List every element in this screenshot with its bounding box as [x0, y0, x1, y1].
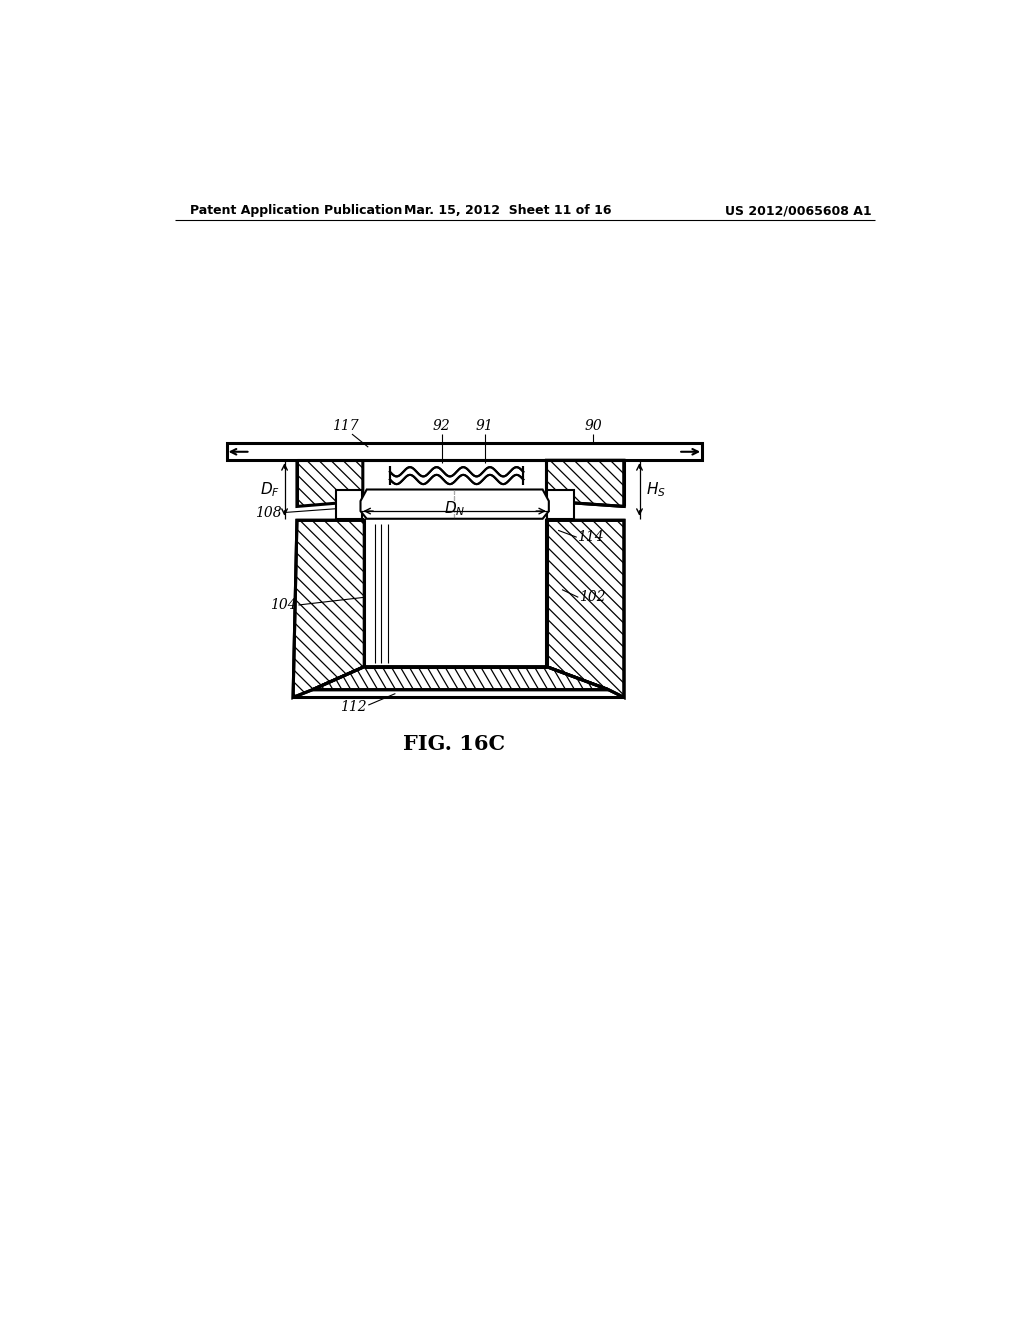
Polygon shape [336, 490, 362, 519]
Polygon shape [365, 520, 547, 667]
Text: 91: 91 [475, 420, 494, 433]
Polygon shape [227, 444, 701, 461]
Text: $D_F$: $D_F$ [260, 480, 280, 499]
Text: Mar. 15, 2012  Sheet 11 of 16: Mar. 15, 2012 Sheet 11 of 16 [404, 205, 611, 218]
Polygon shape [293, 520, 365, 697]
Polygon shape [547, 520, 624, 697]
Text: 114: 114 [578, 531, 604, 544]
Text: US 2012/0065608 A1: US 2012/0065608 A1 [725, 205, 872, 218]
Text: $H_S$: $H_S$ [646, 480, 666, 499]
Text: 108: 108 [255, 506, 282, 520]
Polygon shape [547, 461, 624, 507]
Text: Patent Application Publication: Patent Application Publication [190, 205, 402, 218]
Text: $D_N$: $D_N$ [443, 499, 465, 519]
Text: 92: 92 [433, 420, 451, 433]
Polygon shape [360, 490, 549, 519]
Polygon shape [547, 490, 573, 519]
Polygon shape [312, 667, 608, 689]
Text: 102: 102 [579, 590, 605, 605]
Text: 117: 117 [332, 420, 358, 433]
Text: 112: 112 [340, 701, 367, 714]
Polygon shape [297, 461, 362, 507]
Text: FIG. 16C: FIG. 16C [403, 734, 505, 754]
Text: 90: 90 [584, 420, 602, 433]
Polygon shape [391, 461, 522, 492]
Text: 104: 104 [270, 598, 297, 612]
